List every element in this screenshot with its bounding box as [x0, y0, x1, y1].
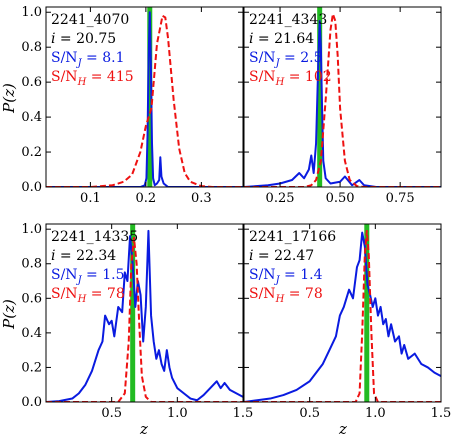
sn-j-label: S/NJ = 1.4 [249, 267, 323, 286]
y-tick-label: 0.0 [21, 180, 42, 195]
x-tick-label: 0.5 [299, 406, 320, 421]
panel-frame [45, 6, 244, 188]
panel-frame [243, 6, 442, 188]
panel-frame [45, 223, 244, 403]
magnitude-label: i = 20.75 [51, 31, 116, 47]
x-axis-label-left: z [139, 420, 148, 438]
x-tick-label: 1.5 [233, 406, 254, 421]
x-tick-label: 1.0 [167, 406, 188, 421]
y-tick-label: 0.8 [21, 40, 42, 55]
sn-h-label: S/NH = 78 [249, 286, 323, 305]
pz-curve-h-band [244, 12, 441, 187]
sn-h-label: S/NH = 78 [51, 286, 125, 305]
pz-curve-j-band [244, 19, 441, 187]
pz-curve-j-band [46, 11, 243, 187]
x-tick-label: 0.5 [101, 406, 122, 421]
sn-j-label: S/NJ = 8.1 [51, 50, 124, 69]
x-tick-label: 0.50 [326, 191, 355, 206]
y-tick-label: 0.4 [21, 110, 42, 125]
object-id: 2241_4070 [51, 12, 129, 28]
pz-curve-h-band [46, 236, 243, 402]
x-axis-label-right: z [338, 420, 347, 438]
x-tick-label: 0.2 [136, 191, 157, 206]
x-tick-label: 0.25 [266, 191, 295, 206]
y-tick-label: 0.6 [21, 75, 42, 90]
y-tick-label: 1.0 [21, 222, 42, 237]
sn-j-label: S/NJ = 2.5 [249, 50, 322, 69]
y-tick-label: 0.6 [21, 291, 42, 306]
y-tick-label: 0.4 [21, 326, 42, 341]
sn-h-label: S/NH = 415 [51, 69, 134, 88]
x-tick-label: 0.1 [80, 191, 101, 206]
y-tick-label: 0.2 [21, 145, 42, 160]
pz-curve-h-band [244, 229, 441, 402]
y-tick-label: 0.8 [21, 257, 42, 272]
object-id: 2241_14335 [51, 229, 138, 245]
object-id: 2241_4343 [249, 12, 327, 28]
magnitude-label: i = 21.64 [249, 31, 314, 47]
x-tick-label: 0.3 [191, 191, 212, 206]
panel-frame [243, 223, 442, 403]
magnitude-label: i = 22.47 [249, 248, 314, 264]
object-id: 2241_17166 [249, 229, 336, 245]
magnitude-label: i = 22.34 [51, 248, 116, 264]
y-axis-label-top: P(z) [0, 83, 18, 114]
sn-h-label: S/NH = 102 [249, 69, 332, 88]
pz-curve-j-band [46, 229, 243, 402]
y-tick-label: 0.0 [21, 395, 42, 410]
pz-curve-j-band [244, 231, 441, 402]
y-axis-label-bottom: P(z) [0, 299, 18, 330]
x-tick-label: 1.0 [365, 406, 386, 421]
sn-j-label: S/NJ = 1.5 [51, 267, 124, 286]
y-tick-label: 1.0 [21, 5, 42, 20]
y-tick-label: 0.2 [21, 360, 42, 375]
x-tick-label: 0.75 [386, 191, 415, 206]
x-tick-label: 1.5 [431, 406, 452, 421]
